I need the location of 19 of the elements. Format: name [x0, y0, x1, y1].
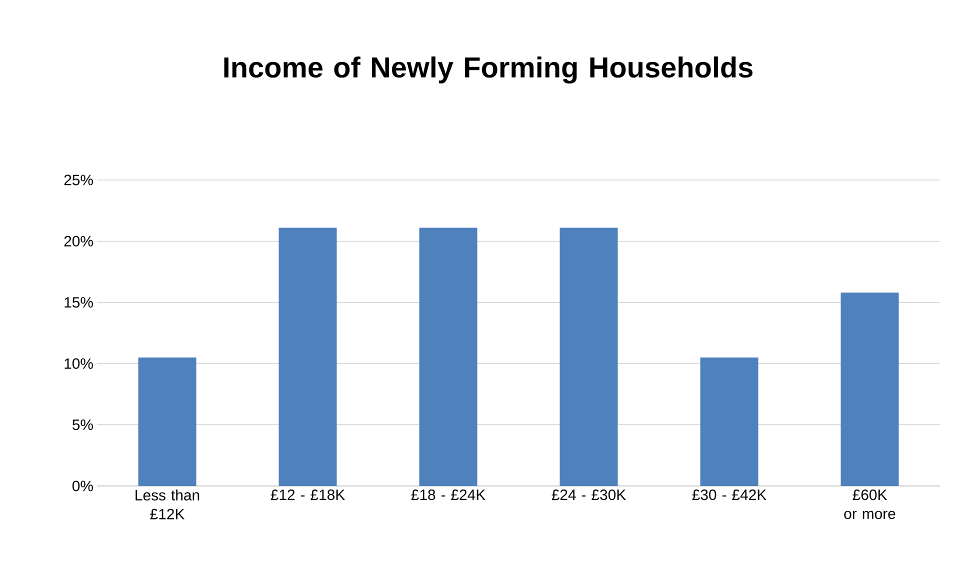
bar [278, 228, 337, 486]
chart-title: Income of Newly Forming Households [224, 56, 752, 84]
y-tick-label: 10% [64, 358, 93, 369]
y-tick-label: 5% [72, 420, 93, 430]
bar [840, 292, 899, 486]
x-tick-label: £18 - £24K [411, 490, 486, 500]
x-tick-label: £30 - £42K [692, 490, 766, 500]
x-tick-label: £12 - £18K [270, 490, 345, 500]
y-tick-label: 20% [64, 236, 93, 246]
y-tick-label: 25% [64, 174, 93, 186]
bar [700, 357, 758, 486]
y-tick-label: 0% [72, 480, 93, 492]
x-tick-label: £24 - £30K [552, 490, 626, 500]
y-tick-label: 15% [64, 297, 93, 308]
bar [138, 357, 196, 486]
x-tick-label: Less than £12K [136, 490, 200, 520]
bar [560, 228, 618, 486]
bar [419, 228, 478, 486]
x-tick-label: £60K or more [844, 490, 896, 520]
